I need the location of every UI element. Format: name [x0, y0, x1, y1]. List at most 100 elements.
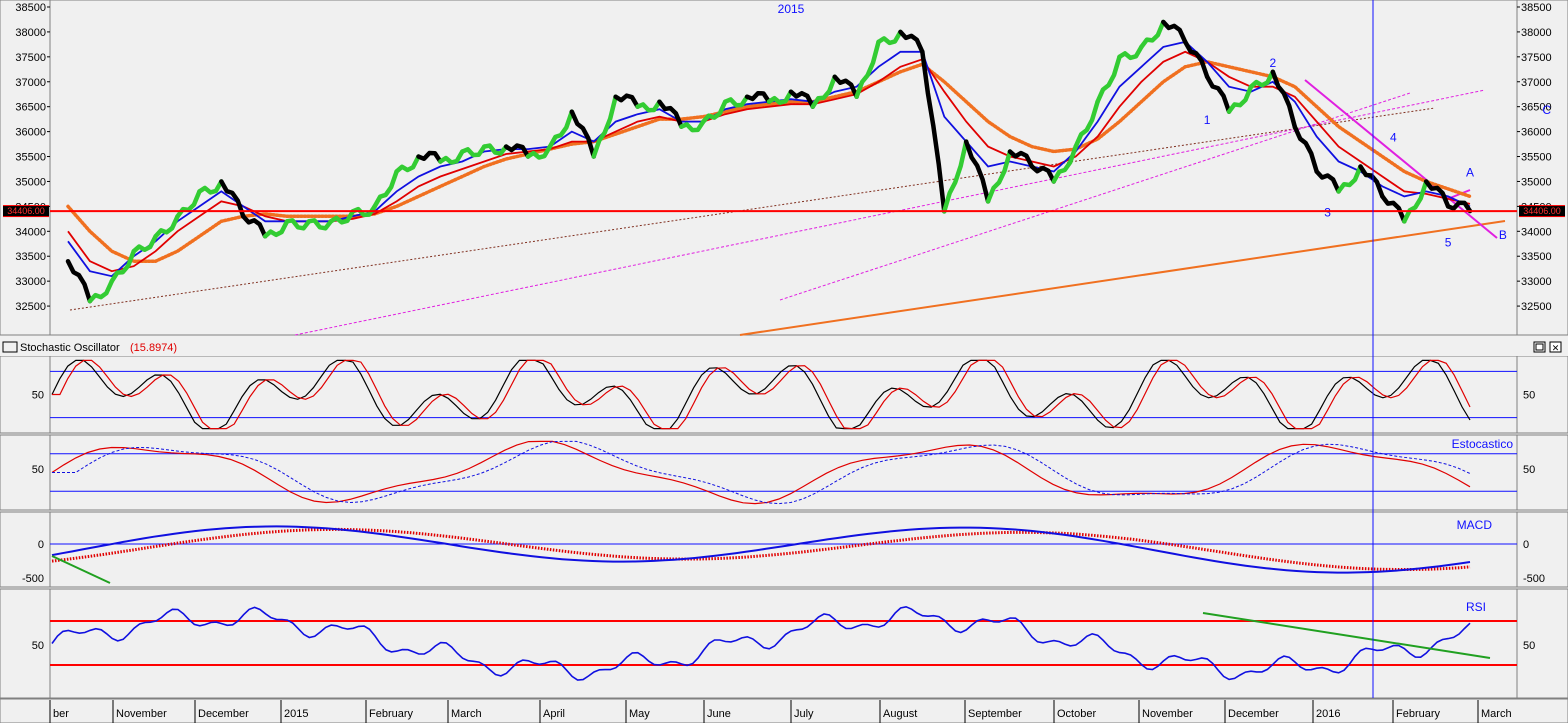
price-segment	[262, 219, 290, 239]
price-segment	[942, 139, 969, 214]
y-tick-label: 35500	[1521, 152, 1552, 164]
y-tick-label: 38500	[15, 2, 46, 14]
price-segment	[963, 139, 991, 204]
price-segment	[416, 150, 443, 164]
main-y-axis-left: 38500 38000 37500 37000 36500 36000 35500 35000…	[15, 2, 50, 313]
rsi-line	[51, 605, 1471, 681]
price-segment	[569, 109, 596, 159]
price-segment	[153, 214, 180, 239]
price-segment	[109, 248, 136, 284]
x-axis-frame	[0, 698, 1568, 723]
x-tick-label: October	[1057, 708, 1096, 720]
x-tick-label: February	[369, 708, 414, 720]
price-segment	[1182, 39, 1210, 80]
wave-label: 4	[1390, 131, 1397, 145]
y-tick-label: 50	[32, 390, 44, 402]
price-segment	[1358, 164, 1385, 199]
macd-panel[interactable]: MACD 0 0 -500 -500	[22, 518, 1545, 585]
y-tick-label: 35000	[15, 176, 46, 188]
y-tick-label: 37000	[15, 77, 46, 89]
price-segment	[985, 149, 1013, 204]
wave-label: 1	[1204, 113, 1211, 127]
x-tick-label: December	[198, 708, 249, 720]
stoch-d-line	[52, 359, 1471, 430]
panel-frame-0	[0, 0, 1568, 336]
price-segment	[131, 234, 158, 254]
price-segment	[1029, 164, 1057, 184]
x-tick-label: September	[968, 708, 1022, 720]
price-segment	[1139, 19, 1166, 50]
trendlines[interactable]	[69, 79, 1506, 336]
wave-label: B	[1499, 228, 1507, 242]
close-icon[interactable]	[1549, 341, 1562, 353]
estocastico-title: Estocastico	[1452, 437, 1514, 451]
price-segment	[898, 29, 925, 55]
stochastic-value: (15.8974)	[130, 342, 177, 354]
y-tick-label: 33500	[1521, 251, 1552, 263]
y-tick-label: 37000	[1521, 77, 1552, 89]
price-segment	[920, 49, 947, 214]
price-segment	[788, 89, 816, 109]
close-icon-glyph: ✕	[1552, 343, 1560, 353]
price-segment	[1423, 179, 1451, 209]
stochastic-window-icon[interactable]	[2, 341, 18, 353]
panel-frame-2	[0, 434, 1568, 511]
price-segment	[679, 119, 706, 133]
y-tick-label: 32500	[15, 301, 46, 313]
main-price-panel[interactable]: 2015 38500 38000 37500 37000 36500 36000 35500…	[3, 2, 1565, 336]
y-tick-label: 34000	[15, 226, 46, 238]
price-segment	[810, 74, 837, 109]
y-tick-label: -500	[22, 573, 44, 585]
price-segment	[547, 109, 575, 149]
price-segment	[613, 93, 640, 109]
macd-green-trendline	[51, 555, 111, 584]
y-tick-label: 37500	[1521, 52, 1552, 64]
panel-frame-3	[0, 511, 1568, 588]
y-tick-label: 36500	[15, 102, 46, 114]
maximize-icon[interactable]	[1533, 341, 1546, 353]
y-tick-label: 50	[1523, 640, 1535, 652]
y-tick-label: 32500	[1521, 301, 1552, 313]
x-tick-label: December	[1228, 708, 1279, 720]
price-segment	[1007, 149, 1035, 169]
stochastic-lines: 50 50	[32, 359, 1535, 430]
price-segment	[1204, 74, 1232, 114]
price-segment	[438, 149, 465, 165]
ema-long-line	[66, 60, 1472, 263]
price-segment	[1248, 69, 1276, 89]
panel-frame-4	[0, 588, 1568, 699]
estocastico-panel[interactable]: Estocastico 50 50	[32, 437, 1536, 505]
rsi-panel[interactable]: RSI 50 50	[32, 600, 1536, 681]
price-badge-left-text: 34406.00	[7, 206, 45, 216]
current-price-line[interactable]: 34406.00 34406.00	[3, 205, 1565, 218]
stochastic-header	[0, 338, 1568, 356]
price-segment	[197, 179, 224, 195]
price-badge-right-inner	[1519, 206, 1565, 217]
x-tick-label: ber	[53, 708, 69, 720]
wave-label: A	[1466, 165, 1474, 179]
year-label: 2015	[778, 2, 805, 16]
price-segment	[657, 99, 684, 129]
price-segment	[1051, 144, 1078, 184]
stochastic-panel[interactable]: Stochastic Oscillator (15.8974) ✕ 50 50	[0, 338, 1568, 430]
x-tick-label: July	[794, 708, 814, 720]
price-segment	[503, 143, 531, 159]
price-segment	[241, 214, 268, 239]
stoch-k-line	[51, 359, 1471, 430]
wave-label: 3	[1324, 205, 1331, 219]
price-segment	[1314, 169, 1341, 194]
macd-signal-line	[51, 527, 1471, 571]
x-tick-label: 2015	[284, 708, 308, 720]
y-tick-label: 35000	[1521, 176, 1552, 188]
y-tick-label: 35500	[15, 152, 46, 164]
y-tick-label: 0	[1523, 539, 1529, 551]
price-segment	[460, 144, 487, 158]
price-segment	[1073, 99, 1100, 149]
price-segment	[1445, 200, 1473, 214]
rsi-lines: 50 50	[32, 605, 1535, 681]
price-segment	[701, 99, 728, 124]
price-segment	[591, 94, 618, 159]
x-tick-label: May	[629, 708, 650, 720]
x-axis: ber November December 2015 February March Apri…	[49, 700, 1512, 723]
